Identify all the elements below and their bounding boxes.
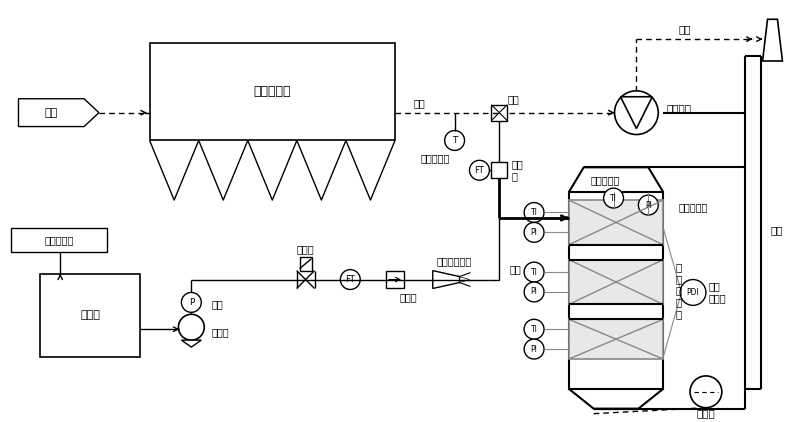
Text: 压力传感器: 压力传感器 <box>678 202 708 212</box>
Text: 温度传感器: 温度传感器 <box>591 175 620 185</box>
Text: 电磁阀: 电磁阀 <box>297 244 314 254</box>
Circle shape <box>181 292 201 312</box>
Text: 流量计: 流量计 <box>400 292 418 303</box>
Text: 烟气: 烟气 <box>771 225 783 235</box>
Text: 烟气: 烟气 <box>678 24 691 34</box>
Text: TI: TI <box>610 194 617 203</box>
Circle shape <box>444 130 465 150</box>
Circle shape <box>690 376 722 408</box>
Text: 氨水罐: 氨水罐 <box>80 310 100 320</box>
Text: 尾排风机: 尾排风机 <box>666 103 691 113</box>
Text: 引风机: 引风机 <box>697 408 716 419</box>
Text: 厂区氨水罐: 厂区氨水罐 <box>44 235 73 245</box>
Text: 氨水: 氨水 <box>509 265 521 275</box>
Text: T: T <box>452 136 457 145</box>
Text: 温度传感器: 温度传感器 <box>420 153 449 163</box>
Text: 烟气: 烟气 <box>414 98 426 108</box>
Bar <box>10 228 107 252</box>
Text: P: P <box>188 298 194 307</box>
Text: TI: TI <box>530 268 537 276</box>
Text: 计量泵: 计量泵 <box>211 327 229 337</box>
Text: 催
化
反
应
器: 催 化 反 应 器 <box>675 262 682 319</box>
Circle shape <box>638 195 658 215</box>
Polygon shape <box>620 97 652 129</box>
Bar <box>40 273 139 357</box>
Circle shape <box>615 91 658 135</box>
Bar <box>569 319 663 359</box>
Circle shape <box>604 188 623 208</box>
Text: 氨水: 氨水 <box>211 299 223 309</box>
Circle shape <box>470 160 489 180</box>
Text: PI: PI <box>645 200 652 210</box>
Text: 流量
计: 流量 计 <box>511 160 523 181</box>
Bar <box>492 162 507 178</box>
Polygon shape <box>18 99 99 127</box>
Circle shape <box>524 339 544 359</box>
Text: 压差
传感器: 压差 传感器 <box>709 281 727 303</box>
Text: 超声波雾化器: 超声波雾化器 <box>437 257 472 267</box>
Bar <box>569 200 663 245</box>
Text: PI: PI <box>530 345 537 354</box>
Text: FT: FT <box>474 166 485 175</box>
Text: 烟气: 烟气 <box>45 108 58 118</box>
Bar <box>569 260 663 304</box>
Circle shape <box>178 314 204 340</box>
Circle shape <box>340 270 360 289</box>
Text: TI: TI <box>530 208 537 217</box>
Bar <box>492 105 507 121</box>
Text: TI: TI <box>530 325 537 334</box>
Bar <box>386 271 404 289</box>
Circle shape <box>524 203 544 222</box>
Text: PI: PI <box>530 228 537 237</box>
Polygon shape <box>433 271 459 289</box>
Bar <box>299 257 311 271</box>
Bar <box>150 43 395 141</box>
Text: PDI: PDI <box>686 288 700 297</box>
Text: 阀门: 阀门 <box>507 94 519 104</box>
Circle shape <box>524 222 544 242</box>
Text: PI: PI <box>530 287 537 297</box>
Polygon shape <box>763 19 782 61</box>
Circle shape <box>524 319 544 339</box>
Circle shape <box>524 262 544 282</box>
Bar <box>569 192 663 389</box>
Circle shape <box>680 279 706 306</box>
Text: FT: FT <box>345 275 355 284</box>
Circle shape <box>524 282 544 302</box>
Text: 布袋除尘器: 布袋除尘器 <box>254 85 291 98</box>
Polygon shape <box>181 340 201 347</box>
